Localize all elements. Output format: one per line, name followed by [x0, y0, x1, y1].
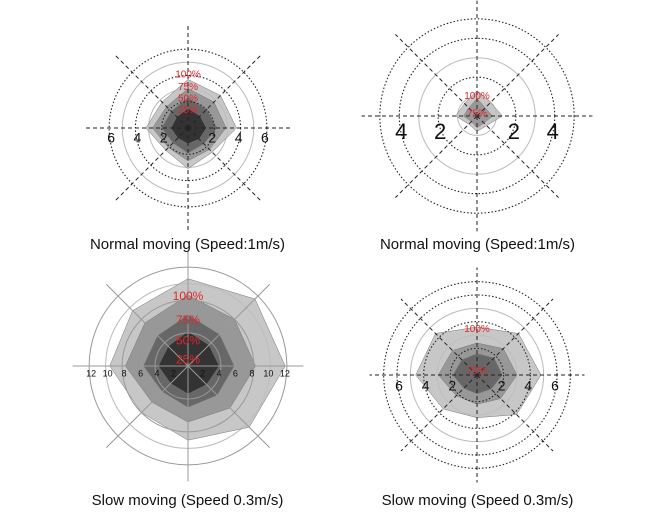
- percent-level-label: 75%: [467, 109, 487, 120]
- x-tick-label: 2: [160, 129, 168, 145]
- percent-level-label: 75%: [467, 366, 487, 377]
- percent-level-label: 50%: [176, 334, 200, 348]
- percent-level-label: 75%: [178, 82, 198, 93]
- grid-spoke: [395, 34, 478, 117]
- grid-ring: [449, 347, 505, 403]
- grid-ring: [161, 101, 215, 155]
- grid-spoke: [187, 127, 262, 202]
- x-tick-label: 4: [422, 377, 430, 393]
- grid-spoke: [476, 374, 554, 452]
- x-tick-label: 4: [524, 377, 532, 393]
- x-tick-label: 4: [154, 368, 159, 378]
- radar-chart-3: 12 10 8 6 4 2 2 4 6 8 10 12 100% 75% 50% 25%: [72, 250, 304, 482]
- x-tick-label: 8: [122, 368, 127, 378]
- grid-spoke: [400, 298, 478, 376]
- percent-level-label: 100%: [464, 91, 490, 102]
- x-tick-label: 8: [249, 368, 254, 378]
- x-tick-label: 6: [551, 377, 559, 393]
- grid-spoke: [106, 284, 189, 367]
- x-tick-label: 2: [448, 377, 456, 393]
- percent-level-label: 25%: [176, 353, 200, 367]
- grid-ring: [379, 18, 575, 214]
- x-tick-label: 6: [233, 368, 238, 378]
- radar-chart-1: 6 4 2 2 4 6 100%75%50%25%: [85, 25, 291, 231]
- percent-level-label: 100%: [173, 289, 204, 303]
- grid-spoke: [187, 54, 262, 129]
- percent-level-label: 75%: [176, 313, 200, 327]
- grid-spoke: [476, 34, 559, 117]
- x-tick-label: 2: [508, 119, 520, 144]
- percent-level-label: 50%: [178, 93, 198, 104]
- grid-spoke: [187, 365, 270, 448]
- x-tick-label: 6: [261, 129, 269, 145]
- x-tick-label: 6: [138, 368, 143, 378]
- x-tick-label: 6: [395, 377, 403, 393]
- x-tick-label: 2: [434, 119, 446, 144]
- grid-spoke: [476, 298, 554, 376]
- grid-spoke: [106, 365, 189, 448]
- percent-level-label: 25%: [178, 105, 198, 116]
- chart-caption-top-right: Normal moving (Speed:1m/s): [379, 236, 576, 253]
- radar-area-75pct: [463, 98, 493, 129]
- x-tick-label: 10: [103, 368, 113, 378]
- x-tick-label: 4: [216, 368, 221, 378]
- x-tick-label: 4: [395, 119, 407, 144]
- grid-spoke: [114, 54, 189, 129]
- x-tick-label: 4: [547, 119, 559, 144]
- chart-caption-bottom-left: Slow moving (Speed 0.3m/s): [91, 492, 284, 509]
- grid-spoke: [187, 284, 270, 367]
- x-tick-label: 2: [200, 368, 205, 378]
- x-tick-label: 12: [280, 368, 290, 378]
- grid-spoke: [114, 127, 189, 202]
- x-tick-label: 2: [208, 129, 216, 145]
- chart-caption-bottom-right: Slow moving (Speed 0.3m/s): [381, 492, 574, 509]
- x-tick-label: 2: [171, 368, 176, 378]
- x-tick-label: 12: [86, 368, 96, 378]
- percent-level-label: 100%: [175, 70, 201, 81]
- radar-chart-2: 4 2 2 4 100% 75%: [361, 0, 593, 232]
- x-tick-label: 2: [498, 377, 506, 393]
- percent-level-label: 100%: [464, 324, 490, 335]
- grid-spoke: [400, 374, 478, 452]
- x-tick-label: 10: [263, 368, 273, 378]
- chart-caption-top-left: Normal moving (Speed:1m/s): [89, 236, 286, 253]
- grid-ring: [423, 321, 531, 429]
- x-tick-label: 4: [235, 129, 243, 145]
- x-tick-label: 4: [134, 129, 142, 145]
- radar-chart-4: 6 4 2 2 4 6 100% 75%: [369, 267, 585, 483]
- grid-spoke: [476, 115, 559, 198]
- grid-spoke: [395, 115, 478, 198]
- x-tick-label: 6: [107, 129, 115, 145]
